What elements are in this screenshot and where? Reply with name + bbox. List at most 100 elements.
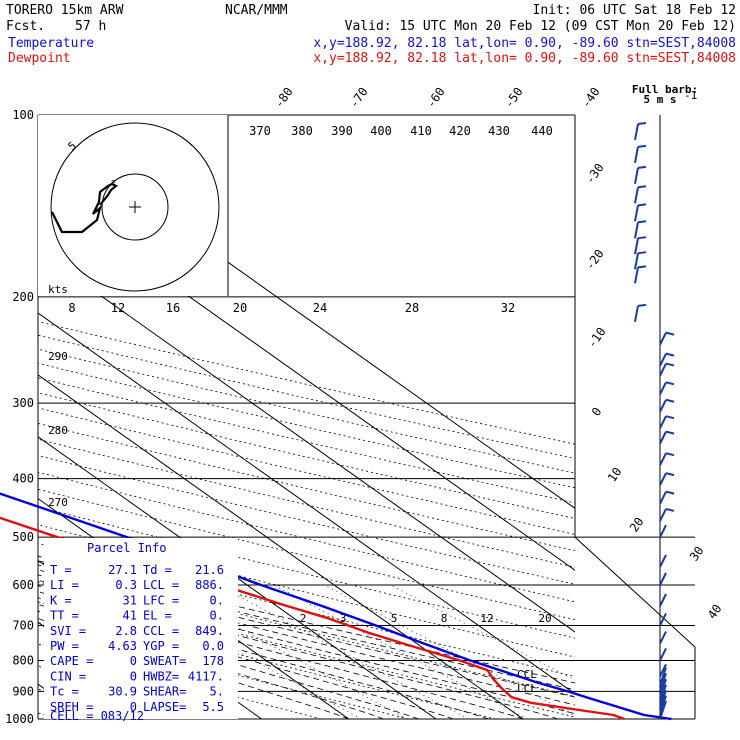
mixing-ratio-label: 12 (480, 612, 493, 625)
parcel-info-cell: 21.6 (195, 563, 224, 577)
wind-barb-staff (634, 222, 639, 239)
wind-barb-staff (659, 472, 667, 486)
theta-e-label: 24 (313, 301, 327, 315)
wind-barb (659, 331, 675, 346)
wind-barb-staff (659, 353, 667, 367)
parcel-info-cell: SREH = (50, 700, 93, 714)
wind-barb-staff (659, 491, 667, 505)
wind-barb-staff (659, 332, 667, 346)
pressure-tick-label: 700 (12, 618, 34, 632)
parcel-info-background (44, 538, 238, 719)
parcel-info-cell: SHEAR= (143, 685, 186, 699)
wind-barb-flag (637, 236, 647, 240)
wind-barb (659, 663, 667, 677)
mixing-ratio-line (217, 584, 469, 719)
wind-barb-flag (665, 430, 675, 435)
model-title: TORERO 15km ARW (6, 3, 124, 18)
wind-barb (659, 648, 667, 661)
wind-barb-staff (634, 187, 639, 204)
wind-barb (659, 631, 667, 644)
wind-barb-flag (665, 398, 675, 403)
dewpoint-station-info: x,y=188.92, 82.18 lat,lon= 0.90, -89.60 … (313, 51, 736, 66)
wind-barb-staff (659, 431, 667, 445)
wind-barb-staff (659, 648, 667, 661)
wind-barb (634, 251, 647, 270)
wind-barb-staff (659, 612, 667, 626)
theta-e-label: 32 (501, 301, 515, 315)
temperature-legend: Temperature (8, 36, 94, 51)
wind-barb-flag (637, 165, 647, 169)
parcel-info-cell: 886. (195, 578, 224, 592)
parcel-info-cell: PW = (50, 639, 79, 653)
parcel-info-cell: 4.63 (108, 639, 137, 653)
parcel-info-cell: 41 (123, 609, 137, 623)
wind-barb-staff (634, 205, 639, 222)
moist-adiabat-line (38, 574, 575, 715)
fcst-label: Fcst. (6, 19, 45, 34)
wind-barb-staff (659, 667, 667, 686)
wind-barb (659, 695, 667, 715)
pressure-tick-label: 500 (12, 530, 34, 544)
wind-barb-staff (634, 146, 639, 164)
wind-barb-staff (659, 700, 667, 720)
wind-barb (659, 554, 667, 568)
org-label: NCAR/MMM (225, 3, 288, 18)
parcel-info-cell: 5. (210, 685, 224, 699)
isotherm-right-label: 40 (705, 602, 725, 622)
wind-barb (659, 700, 667, 720)
wind-barb (659, 667, 667, 686)
wind-barb (659, 398, 675, 413)
parcel-info-cell: Td = (143, 563, 172, 577)
wind-barb-staff (634, 305, 639, 323)
wind-barb-staff (634, 238, 639, 255)
isotherm-top-label: -50 (502, 85, 526, 111)
theta-label: 400 (370, 124, 392, 138)
theta-left-label: 270 (48, 496, 68, 509)
wind-barb-staff (659, 673, 667, 692)
pressure-tick-label: 400 (12, 472, 34, 486)
moist-adiabat-line (38, 610, 384, 719)
isotherm-right-label: 0 (589, 405, 605, 419)
wind-barb-flag (665, 362, 675, 367)
wind-barb-staff (659, 684, 667, 704)
valid-time: Valid: 15 UTC Mon 20 Feb 12 (09 CST Mon … (345, 19, 736, 34)
parcel-info-cell: 0.3 (115, 578, 137, 592)
parcel-info-title: Parcel Info (87, 541, 166, 555)
pressure-tick-label: 600 (12, 578, 34, 592)
wind-barb-staff (659, 593, 667, 607)
wind-barb-flag (637, 303, 647, 307)
isotherm-right-label: 30 (687, 544, 707, 564)
wind-barb (634, 165, 647, 185)
wind-barb-flag (665, 507, 675, 512)
pressure-tick-label: 900 (12, 684, 34, 698)
parcel-info-cell: CIN = (50, 669, 86, 683)
dewpoint-legend: Dewpoint (8, 51, 71, 66)
wind-barb (659, 472, 675, 486)
parcel-info-cell: CCL = (143, 624, 179, 638)
hodograph-outer-ring (50, 122, 220, 292)
wind-barb (659, 490, 675, 505)
wind-barb (659, 678, 667, 698)
wind-barb (659, 689, 667, 709)
isotherm-right-label: -20 (583, 247, 607, 273)
hodograph-background (38, 115, 228, 296)
hodograph: 5 kts ° (38, 115, 229, 296)
wind-barb (659, 572, 667, 586)
dry-adiabat-line (38, 506, 575, 639)
wind-barb (659, 507, 675, 522)
dewpoint-curve (0, 516, 625, 721)
parcel-info-cell: 849. (195, 624, 224, 638)
pressure-tick-label: 100 (12, 108, 34, 122)
wind-barb-staff (634, 123, 639, 141)
lcl-annotation: LCL (517, 682, 537, 695)
full-barb-legend: Full barb: 5 m s -1 (632, 83, 698, 106)
parcel-info-cell: LAPSE= (143, 700, 186, 714)
parcel-info-cell: 0. (210, 609, 224, 623)
parcel-info-cell: K = (50, 593, 72, 607)
wind-barb (634, 144, 647, 164)
wind-barb-staff (659, 452, 667, 466)
theta-e-label: 8 (68, 301, 75, 315)
wind-barb-staff (659, 695, 667, 715)
pressure-tick-label: 1000 (5, 712, 34, 726)
wind-barb-staff (659, 631, 667, 644)
